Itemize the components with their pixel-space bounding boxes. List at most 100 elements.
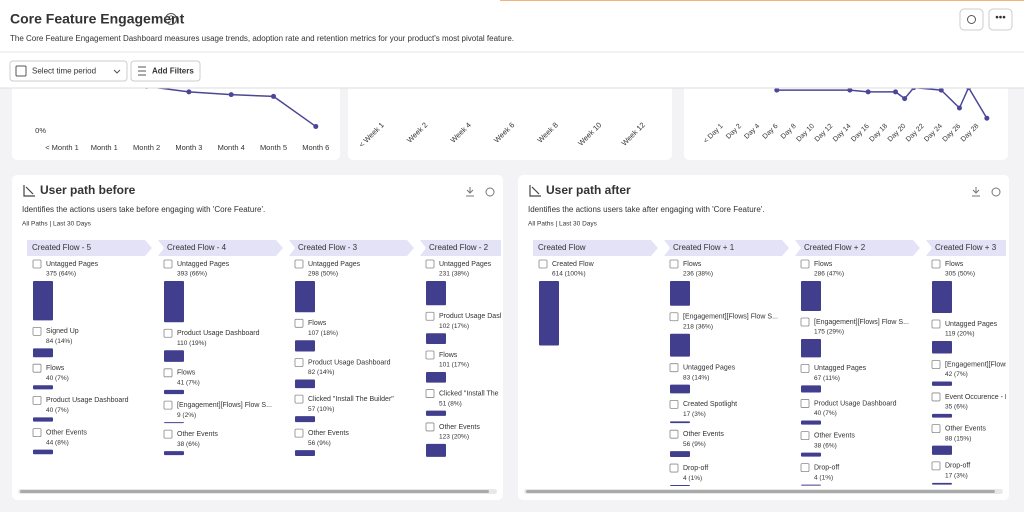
event-bar[interactable] — [426, 281, 446, 306]
event-count: 56 (9%) — [683, 441, 706, 448]
panel-title: User path after — [546, 183, 631, 197]
event-icon — [294, 428, 304, 438]
event-bar[interactable] — [932, 482, 952, 485]
event-bar[interactable] — [164, 281, 184, 323]
event-name: Created Flow — [552, 261, 595, 268]
event-bar[interactable] — [164, 451, 184, 456]
event-bar[interactable] — [932, 381, 952, 386]
event-bar[interactable] — [33, 348, 53, 358]
event-name: Other Events — [177, 431, 218, 438]
event-name: Flows — [814, 261, 833, 268]
time-select[interactable] — [9, 60, 128, 82]
event-icon — [931, 424, 941, 434]
event-name: Flows — [439, 352, 458, 359]
event-bar[interactable] — [295, 281, 315, 313]
event-bar[interactable] — [539, 281, 559, 346]
event-bar[interactable] — [670, 281, 690, 306]
event-name: Product Usage Dashboard — [177, 330, 260, 337]
event-bar[interactable] — [670, 421, 690, 424]
event-bar[interactable] — [426, 443, 446, 457]
event-name: [Engagement][Flows] Flow S... — [683, 314, 778, 321]
event-count: 236 (38%) — [683, 271, 713, 278]
add-filters-button[interactable] — [130, 60, 201, 82]
event-bar[interactable] — [801, 385, 821, 393]
x-tick-label: Month 1 — [91, 143, 118, 152]
event-count: 110 (19%) — [177, 340, 207, 347]
event-count: 40 (7%) — [46, 407, 69, 414]
event-name: Product Usage Dashboard — [46, 397, 129, 404]
event-bar[interactable] — [801, 452, 821, 457]
download-icon[interactable] — [466, 187, 474, 197]
event-bar[interactable] — [295, 416, 315, 423]
panel-bg — [518, 175, 1009, 500]
event-bar[interactable] — [164, 350, 184, 362]
event-count: 119 (20%) — [945, 331, 975, 338]
event-icon — [294, 259, 304, 269]
event-name: Drop-off — [683, 465, 708, 472]
event-icon — [669, 429, 679, 439]
event-icon — [32, 428, 42, 437]
event-name: Untagged Pages — [46, 261, 99, 268]
chevron — [113, 69, 121, 74]
event-name: Untagged Pages — [177, 261, 230, 268]
event-icon — [931, 259, 941, 269]
event-icon — [163, 328, 173, 338]
event-icon — [163, 368, 173, 378]
event-icon — [931, 319, 941, 329]
scroll-thumb[interactable] — [526, 490, 995, 493]
event-count: 9 (2%) — [177, 412, 196, 419]
event-bar[interactable] — [670, 384, 690, 394]
point — [847, 87, 853, 93]
event-bar[interactable] — [164, 422, 184, 424]
event-bar[interactable] — [932, 445, 952, 455]
event-bar[interactable] — [426, 371, 446, 383]
event-bar[interactable] — [33, 449, 53, 455]
column-header-bg — [795, 240, 920, 256]
event-bar[interactable] — [932, 341, 952, 354]
panel-scope: All Paths | Last 30 Days — [22, 221, 92, 228]
more-button[interactable] — [988, 8, 1013, 31]
event-bar[interactable] — [670, 485, 690, 487]
event-bar[interactable] — [801, 420, 821, 425]
event-icon — [163, 429, 173, 439]
event-bar[interactable] — [801, 339, 821, 358]
event-count: 56 (9%) — [308, 440, 331, 447]
event-bar[interactable] — [33, 385, 53, 390]
help-glyph: ? — [169, 15, 174, 24]
history-icon[interactable] — [485, 187, 495, 197]
event-name: Product Usage Dashb — [439, 313, 508, 320]
refresh-button[interactable] — [959, 8, 984, 31]
event-name: Event Occurence - Ho — [945, 394, 1014, 401]
event-bar[interactable] — [801, 484, 821, 486]
event-bar[interactable] — [801, 281, 821, 312]
scroll-thumb[interactable] — [20, 490, 489, 493]
page-description: The Core Feature Engagement Dashboard me… — [10, 34, 514, 43]
event-count: 123 (20%) — [439, 434, 469, 441]
refresh-icon — [967, 15, 976, 24]
x-tick-label: < Month 1 — [45, 143, 79, 152]
column-header-bg — [533, 240, 658, 256]
event-bar[interactable] — [164, 389, 184, 395]
x-tick-label: Month 4 — [218, 143, 245, 152]
column-header-bg — [420, 240, 501, 256]
event-bar[interactable] — [426, 410, 446, 416]
event-icon — [32, 363, 42, 373]
event-bar[interactable] — [670, 333, 690, 357]
event-bar[interactable] — [33, 417, 53, 422]
event-count: 375 (64%) — [46, 271, 76, 278]
event-bar[interactable] — [932, 413, 952, 418]
event-bar[interactable] — [295, 450, 315, 456]
history-icon[interactable] — [991, 187, 1001, 197]
event-bar[interactable] — [295, 340, 315, 352]
event-bar[interactable] — [295, 379, 315, 389]
point — [956, 105, 962, 111]
event-icon — [931, 461, 941, 471]
download-icon[interactable] — [972, 187, 980, 197]
event-bar[interactable] — [670, 451, 690, 458]
help-icon[interactable] — [165, 13, 177, 25]
event-count: 84 (14%) — [46, 338, 72, 345]
path-columns: Created Flow - 5 Untagged Pages 375 (64%) S… — [27, 240, 508, 457]
event-bar[interactable] — [33, 281, 53, 321]
event-bar[interactable] — [932, 281, 952, 314]
event-bar[interactable] — [426, 333, 446, 344]
